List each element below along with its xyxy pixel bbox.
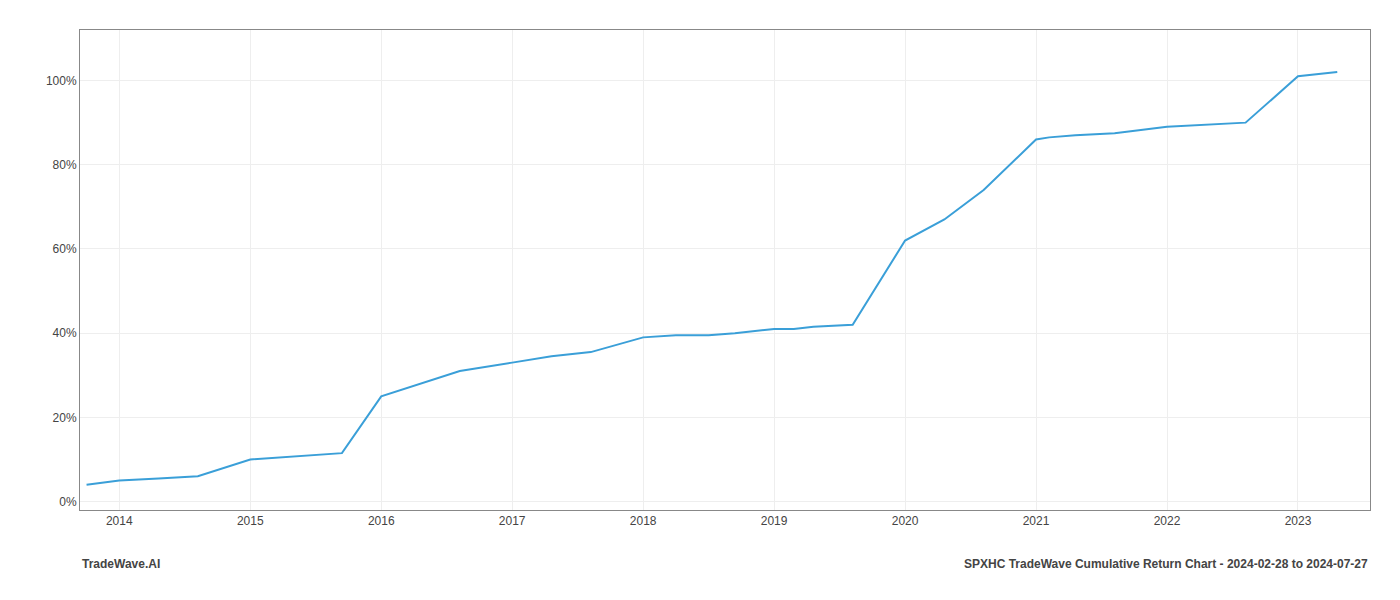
svg-text:100%: 100% bbox=[46, 74, 77, 88]
svg-text:2023: 2023 bbox=[1285, 514, 1312, 528]
svg-text:2022: 2022 bbox=[1154, 514, 1181, 528]
svg-text:2020: 2020 bbox=[892, 514, 919, 528]
svg-text:2016: 2016 bbox=[368, 514, 395, 528]
svg-text:40%: 40% bbox=[53, 326, 77, 340]
svg-text:2015: 2015 bbox=[237, 514, 264, 528]
svg-text:2018: 2018 bbox=[630, 514, 657, 528]
svg-text:80%: 80% bbox=[53, 158, 77, 172]
svg-text:SPXHC TradeWave Cumulative Ret: SPXHC TradeWave Cumulative Return Chart … bbox=[964, 557, 1368, 571]
svg-text:60%: 60% bbox=[53, 242, 77, 256]
svg-text:2014: 2014 bbox=[106, 514, 133, 528]
svg-text:2019: 2019 bbox=[761, 514, 788, 528]
svg-text:20%: 20% bbox=[53, 411, 77, 425]
svg-text:2021: 2021 bbox=[1023, 514, 1050, 528]
svg-text:0%: 0% bbox=[59, 495, 77, 509]
svg-text:TradeWave.AI: TradeWave.AI bbox=[82, 557, 160, 571]
svg-text:2017: 2017 bbox=[499, 514, 526, 528]
